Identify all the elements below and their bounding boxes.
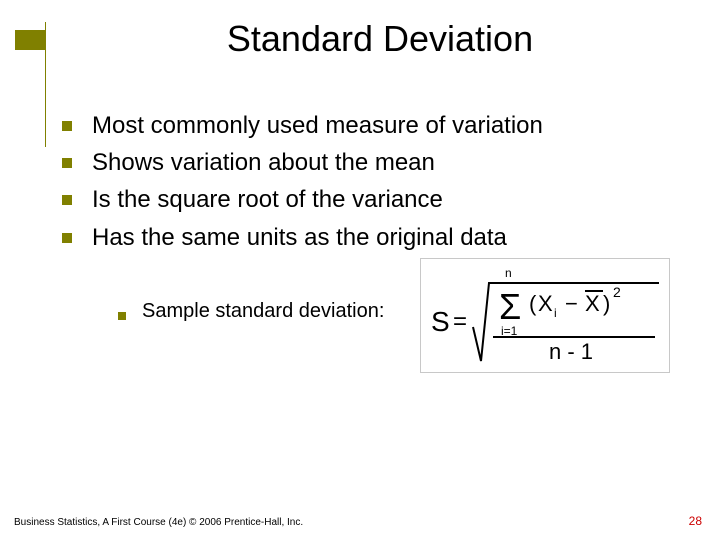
square-bullet-icon (62, 158, 72, 168)
list-item: Is the square root of the variance (62, 184, 682, 215)
list-item: Shows variation about the mean (62, 147, 682, 178)
square-bullet-icon (62, 195, 72, 205)
bullet-text: Most commonly used measure of variation (92, 110, 543, 141)
sigma-icon: Σ (499, 286, 521, 327)
formula-lhs: S (431, 306, 450, 337)
subscript-i: i (554, 306, 557, 320)
rparen: ) (603, 291, 610, 316)
standard-deviation-formula: S = Σ n i=1 ( X i − X ) 2 n - 1 (431, 265, 661, 365)
mean-x: X (585, 291, 600, 316)
formula-container: S = Σ n i=1 ( X i − X ) 2 n - 1 (420, 258, 670, 373)
var-x: X (538, 291, 553, 316)
sub-bullet-row: Sample standard deviation: (118, 300, 384, 323)
square-bullet-icon (62, 233, 72, 243)
page-number: 28 (689, 514, 702, 528)
sum-upper-limit: n (505, 266, 512, 280)
bullet-text: Shows variation about the mean (92, 147, 435, 178)
list-item: Has the same units as the original data (62, 222, 682, 253)
bullet-text: Is the square root of the variance (92, 184, 443, 215)
equals-sign: = (453, 308, 467, 335)
lparen: ( (529, 291, 537, 316)
slide-title: Standard Deviation (0, 18, 720, 60)
square-bullet-icon (118, 312, 126, 320)
main-bullet-list: Most commonly used measure of variation … (62, 110, 682, 259)
sub-bullet-text: Sample standard deviation: (142, 300, 384, 323)
list-item: Most commonly used measure of variation (62, 110, 682, 141)
exponent: 2 (613, 284, 621, 300)
minus-sign: − (565, 291, 578, 316)
footer-citation: Business Statistics, A First Course (4e)… (14, 517, 303, 528)
denominator: n - 1 (549, 339, 593, 364)
bullet-text: Has the same units as the original data (92, 222, 507, 253)
sum-lower-limit: i=1 (501, 324, 518, 338)
square-bullet-icon (62, 121, 72, 131)
